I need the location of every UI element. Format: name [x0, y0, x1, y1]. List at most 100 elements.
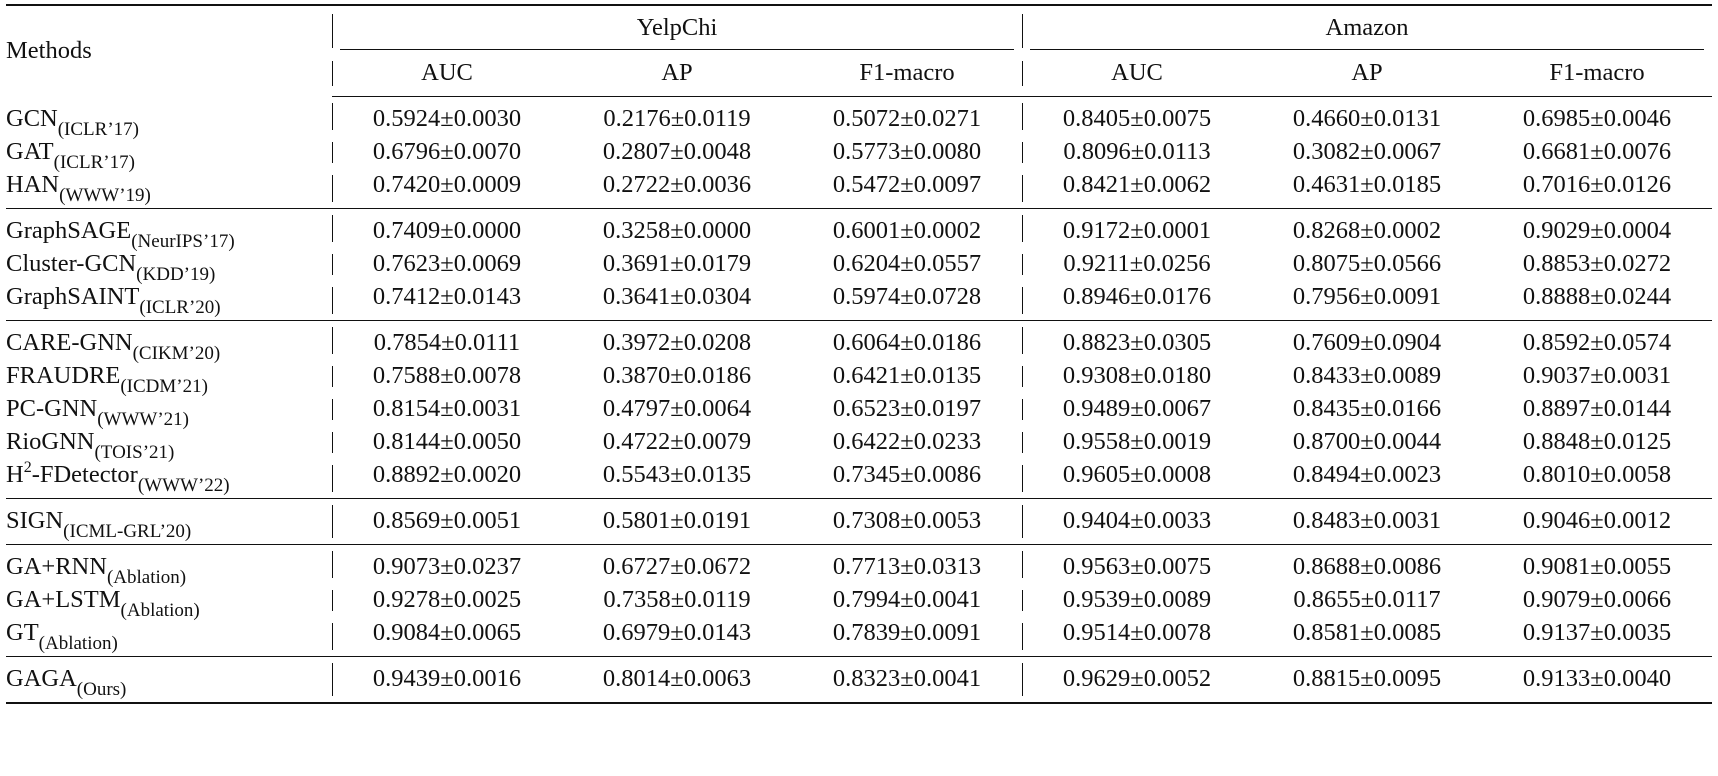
metric-value-cell: 0.8581±0.0085 [1252, 617, 1482, 657]
table-row: RioGNN(TOIS’21) 0.8144±0.0050 0.4722±0.007… [6, 426, 1712, 463]
metric-value-cell: 0.8433±0.0089 [1292, 362, 1442, 390]
method-name-cell: RioGNN(TOIS’21) [6, 426, 332, 463]
table-row: GA+LSTM(Ablation) 0.9278±0.0025 0.7358±0.0… [6, 584, 1712, 621]
method-venue: (ICLR’17) [53, 152, 135, 174]
metric-value-cell: 0.8405±0.0075 [1022, 97, 1252, 137]
method-name-cell: H2-FDetector(WWW’22) [6, 459, 332, 499]
metric-value-cell: 0.5974±0.0728 [792, 281, 1022, 321]
method-name-cell: PC-GNN(WWW’21) [6, 393, 332, 430]
metric-value-cell: 0.7713±0.0313 [832, 553, 982, 581]
metric-value-cell: 0.7956±0.0091 [1252, 281, 1482, 321]
metric-value-cell: 0.3972±0.0208 [602, 329, 752, 357]
method-name: GA+RNN [6, 553, 107, 581]
metric-value-cell: 0.7345±0.0086 [792, 459, 1022, 499]
method-venue: (ICML-GRL’20) [63, 521, 192, 543]
metric-value-cell: 0.7412±0.0143 [332, 281, 562, 321]
method-name-cell: SIGN(ICML-GRL’20) [6, 498, 332, 545]
method-venue: (WWW’19) [59, 185, 151, 207]
metric-value-cell: 0.5924±0.0030 [332, 97, 562, 137]
metric-value-cell: 0.3691±0.0179 [602, 250, 752, 278]
metric-value-cell: 0.8268±0.0002 [1292, 217, 1442, 245]
dataset-header-yelpchi: YelpChi [332, 4, 1022, 51]
metric-value-cell: 0.7420±0.0009 [332, 169, 562, 209]
metric-value-cell: 0.7854±0.0111 [332, 321, 562, 361]
metric-value-cell: 0.8888±0.0244 [1482, 281, 1712, 321]
method-name: GA+LSTM [6, 586, 121, 614]
metric-value-cell: 0.8144±0.0050 [332, 426, 562, 459]
metric-value-cell: 0.6001±0.0002 [832, 217, 982, 245]
metric-value-cell: 0.7623±0.0069 [332, 248, 562, 281]
method-name: HAN [6, 171, 60, 199]
method-venue: (WWW’21) [97, 409, 189, 431]
method-venue: (Ablation) [106, 567, 187, 589]
method-name-cell: CARE-GNN(CIKM’20) [6, 321, 332, 364]
metric-value-cell: 0.9489±0.0067 [1022, 393, 1252, 426]
method-name: PC-GNN [6, 395, 98, 423]
metric-value-cell: 0.8421±0.0062 [1022, 169, 1252, 209]
table-row: H2-FDetector(WWW’22) 0.8892±0.0020 0.5543±… [6, 459, 1712, 499]
method-name-cell: FRAUDRE(ICDM’21) [6, 360, 332, 397]
metric-value-cell: 0.6523±0.0197 [832, 395, 982, 423]
metric-value-cell: 0.8483±0.0031 [1252, 498, 1482, 545]
method-venue: (NeurIPS’17) [131, 231, 235, 253]
method-name: GT [6, 619, 39, 647]
method-venue: (KDD’19) [136, 264, 216, 286]
metric-value-cell: 0.8892±0.0020 [332, 459, 562, 499]
metric-value-cell: 0.3870±0.0186 [602, 362, 752, 390]
method-name: SIGN [6, 507, 64, 535]
metric-value-cell: 0.9605±0.0008 [1022, 459, 1252, 499]
metric-value-cell: 0.8897±0.0144 [1522, 395, 1672, 423]
metric-header-yelpchi-auc: AUC [332, 50, 562, 97]
method-name-cell: GraphSAGE(NeurIPS’17) [6, 209, 332, 253]
method-name: Cluster-GCN [6, 250, 137, 278]
metric-value-cell: 0.6421±0.0135 [832, 362, 982, 390]
metric-value-cell: 0.9563±0.0075 [1022, 545, 1252, 585]
table-row: GraphSAINT(ICLR’20) 0.7412±0.0143 0.3641±0… [6, 281, 1712, 321]
metric-value-cell: 0.8435±0.0166 [1292, 395, 1442, 423]
metric-value-cell: 0.3641±0.0304 [562, 281, 792, 321]
method-name-cell: GAT(ICLR’17) [6, 136, 332, 173]
methods-header: Methods [6, 4, 332, 97]
metric-value-cell: 0.9079±0.0066 [1522, 586, 1672, 614]
metric-value-cell: 0.9278±0.0025 [332, 584, 562, 617]
metric-value-cell: 0.7308±0.0053 [792, 498, 1022, 545]
metric-value-cell: 0.9308±0.0180 [1022, 360, 1252, 393]
table-body: GCN(ICLR’17) 0.5924±0.0030 0.2176±0.0119 0.… [6, 97, 1712, 704]
metric-value-cell: 0.9514±0.0078 [1022, 617, 1252, 657]
metric-value-cell: 0.5543±0.0135 [562, 459, 792, 499]
metric-value-cell: 0.9133±0.0040 [1482, 656, 1712, 704]
metric-value-cell: 0.9046±0.0012 [1482, 498, 1712, 545]
metric-value-cell: 0.6727±0.0672 [602, 553, 752, 581]
table-row: SIGN(ICML-GRL’20) 0.8569±0.0051 0.5801±0.0… [6, 498, 1712, 545]
metric-value-cell: 0.8014±0.0063 [562, 656, 792, 704]
metric-value-cell: 0.6985±0.0046 [1522, 105, 1672, 133]
metric-value-cell: 0.8494±0.0023 [1252, 459, 1482, 499]
metric-value-cell: 0.7588±0.0078 [332, 360, 562, 393]
method-name-cell: GCN(ICLR’17) [6, 97, 332, 139]
table-row: Cluster-GCN(KDD’19) 0.7623±0.0069 0.3691±0… [6, 248, 1712, 285]
metric-header-amazon-auc: AUC [1022, 50, 1252, 97]
method-name-cell: GAGA(Ours) [6, 656, 332, 704]
metric-value-cell: 0.4797±0.0064 [602, 395, 752, 423]
table-row: GAT(ICLR’17) 0.6796±0.0070 0.2807±0.0048 0.… [6, 136, 1712, 173]
metric-value-cell: 0.7016±0.0126 [1482, 169, 1712, 209]
metric-value-cell: 0.9439±0.0016 [332, 656, 562, 704]
table-row: CARE-GNN(CIKM’20) 0.7854±0.0111 0.3972±0.0… [6, 321, 1712, 364]
method-name-superscript: 2 [23, 459, 32, 477]
metric-value-cell: 0.9029±0.0004 [1522, 217, 1672, 245]
metric-value-cell: 0.7358±0.0119 [603, 586, 751, 614]
metric-value-cell: 0.3082±0.0067 [1292, 138, 1442, 166]
method-name: GCN [6, 105, 58, 132]
metric-value-cell: 0.6064±0.0186 [832, 329, 982, 357]
metric-value-cell: 0.2722±0.0036 [562, 169, 792, 209]
metric-value-cell: 0.8010±0.0058 [1482, 459, 1712, 499]
method-venue: (Ours) [76, 679, 127, 701]
metric-value-cell: 0.9404±0.0033 [1022, 498, 1252, 545]
table-row: GT(Ablation) 0.9084±0.0065 0.6979±0.0143 0.… [6, 617, 1712, 657]
table-row: HAN(WWW’19) 0.7420±0.0009 0.2722±0.0036 0.5… [6, 169, 1712, 209]
method-venue: (ICLR’20) [139, 297, 221, 319]
metric-value-cell: 0.8946±0.0176 [1022, 281, 1252, 321]
metric-header-yelpchi-f1: F1-macro [792, 50, 1022, 97]
method-venue: (Ablation) [38, 633, 118, 655]
